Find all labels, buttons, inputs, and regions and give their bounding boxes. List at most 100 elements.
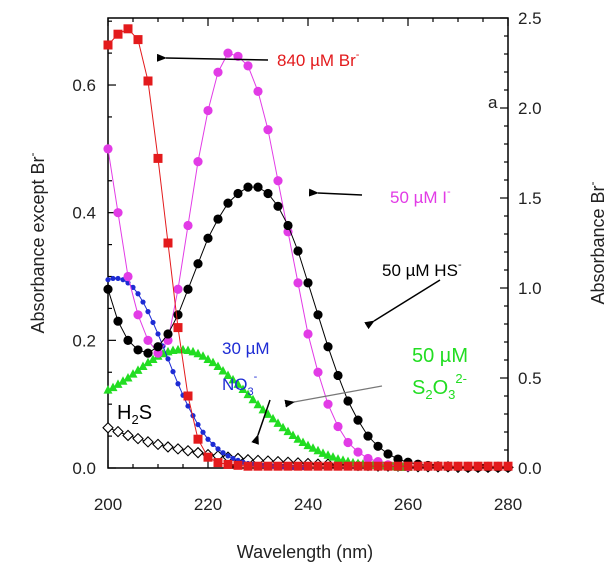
- data-point: [333, 370, 343, 381]
- data-point: [298, 437, 308, 446]
- data-point: [253, 182, 263, 192]
- data-point: [453, 461, 463, 471]
- data-point: [203, 452, 213, 462]
- data-point: [203, 105, 213, 116]
- data-point: [153, 153, 163, 163]
- data-point: [223, 459, 233, 469]
- data-point: [283, 227, 293, 237]
- data-point: [373, 441, 383, 451]
- data-point: [243, 182, 253, 192]
- data-point: [343, 396, 353, 406]
- data-point: [103, 40, 113, 50]
- label-h2s-s: S: [139, 402, 152, 424]
- data-point: [113, 208, 123, 218]
- data-point: [185, 403, 191, 409]
- label-no3-sub: 3: [248, 386, 254, 398]
- data-point: [293, 434, 303, 443]
- data-point: [218, 365, 228, 375]
- data-point: [393, 461, 403, 471]
- data-point: [143, 348, 153, 358]
- data-point: [183, 391, 193, 401]
- data-point: [333, 421, 343, 432]
- y-right-tick-label: 2.5: [518, 9, 542, 28]
- data-point: [318, 448, 328, 457]
- data-point: [258, 404, 268, 414]
- data-point: [145, 309, 151, 315]
- data-point: [192, 446, 204, 459]
- arrow-no3: [251, 399, 271, 445]
- y-right-axis-title-main: Absorbance Br: [588, 185, 608, 304]
- data-point: [493, 461, 503, 471]
- arrow-hs: [364, 279, 441, 330]
- data-point: [433, 461, 443, 471]
- data-point: [113, 379, 123, 388]
- data-point: [233, 460, 243, 470]
- data-point: [263, 409, 273, 418]
- data-point: [323, 342, 333, 352]
- data-point: [303, 461, 313, 471]
- label-s2o3-line1: 50 µM: [412, 345, 468, 367]
- data-point: [200, 429, 206, 435]
- data-point: [193, 348, 203, 358]
- y-right-axis-title-sup: -: [585, 181, 599, 185]
- data-point: [123, 335, 133, 345]
- data-point: [193, 434, 203, 444]
- label-iodide-main: 50 µM I: [390, 188, 447, 207]
- series-line: [107, 186, 508, 468]
- label-s2o3-sub2: 3: [448, 387, 455, 402]
- series-0: [103, 24, 513, 471]
- data-point: [313, 367, 323, 377]
- data-point: [243, 61, 253, 71]
- data-point: [383, 449, 393, 459]
- data-point: [182, 444, 194, 457]
- data-point: [253, 399, 263, 409]
- data-point: [220, 450, 226, 456]
- data-point: [313, 310, 323, 320]
- data-point: [193, 259, 203, 269]
- data-point: [113, 316, 123, 326]
- y-right-tick-label: 0.5: [518, 369, 542, 388]
- series-line: [107, 349, 408, 468]
- label-hs-sup: -: [458, 259, 462, 271]
- y-right-axis-title: Absorbance Br-: [585, 181, 608, 304]
- data-point: [140, 299, 146, 305]
- data-point: [328, 452, 338, 461]
- data-point: [110, 275, 116, 282]
- y-left-tick-label: 0.4: [72, 204, 96, 223]
- data-point: [313, 461, 323, 471]
- data-point: [163, 238, 173, 248]
- data-point: [183, 220, 193, 231]
- data-point: [203, 354, 213, 363]
- data-point: [353, 447, 363, 457]
- data-point: [288, 430, 298, 439]
- data-point: [243, 461, 253, 471]
- data-point: [108, 382, 118, 392]
- data-point: [228, 374, 238, 384]
- data-point: [273, 418, 283, 427]
- data-point: [223, 198, 233, 208]
- data-point: [105, 277, 111, 283]
- data-point: [303, 440, 313, 450]
- data-point: [188, 346, 198, 356]
- data-point: [123, 24, 133, 34]
- label-no3-line1: 30 µM: [222, 339, 270, 358]
- data-point: [383, 461, 393, 471]
- data-point: [163, 329, 173, 339]
- data-point: [233, 379, 243, 388]
- series-layer: [102, 24, 514, 474]
- data-point: [143, 357, 153, 367]
- data-point: [243, 389, 253, 399]
- data-point: [118, 376, 128, 385]
- data-point: [323, 461, 333, 471]
- data-point: [230, 455, 236, 462]
- label-s2o3-line2: S2O32-: [412, 371, 467, 402]
- data-point: [278, 422, 288, 432]
- data-point: [175, 381, 181, 387]
- data-point: [163, 335, 173, 345]
- data-point: [128, 369, 138, 378]
- y-left-axis-title: Absorbance except Br-: [25, 152, 48, 333]
- data-point: [263, 461, 273, 471]
- data-point: [135, 291, 141, 297]
- data-point: [153, 342, 163, 352]
